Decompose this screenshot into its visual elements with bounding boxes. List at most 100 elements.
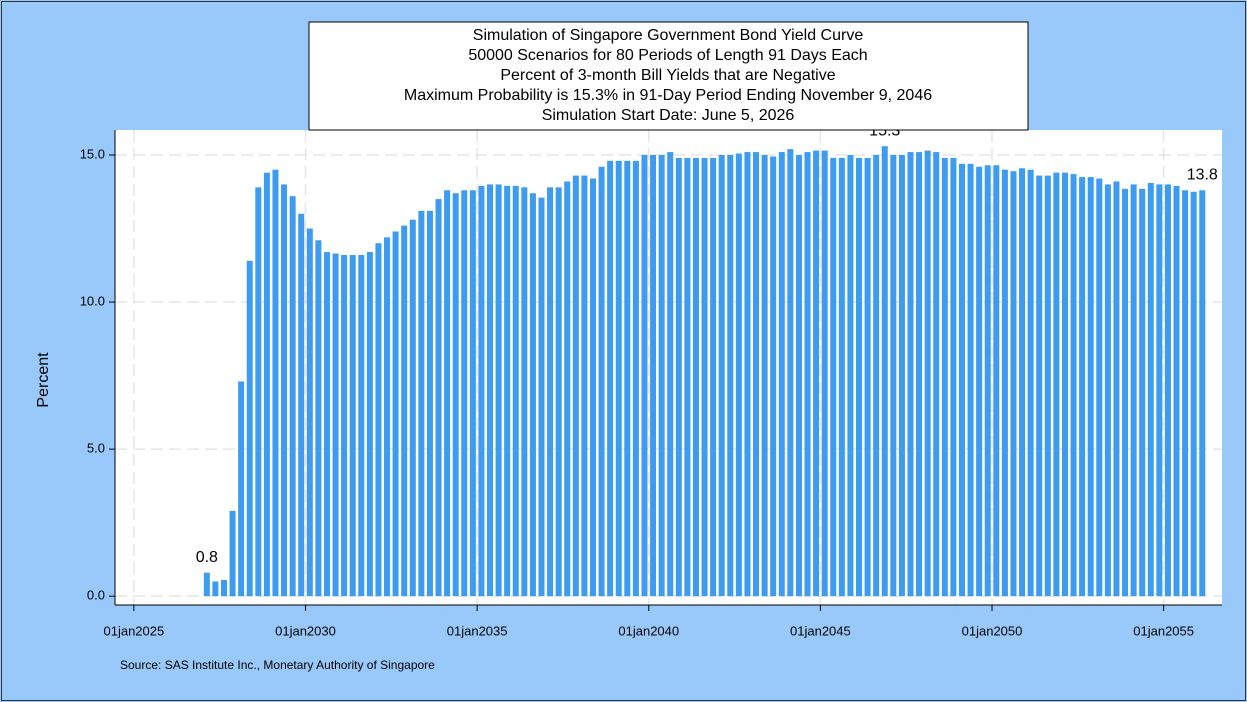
bar <box>358 255 365 597</box>
bar <box>881 146 888 597</box>
bar <box>778 152 785 597</box>
title-box <box>308 21 1029 131</box>
bar <box>632 160 639 597</box>
bar <box>993 165 1000 597</box>
bar <box>375 243 382 597</box>
bar <box>1104 184 1111 597</box>
bar <box>392 231 399 597</box>
bar <box>298 213 305 597</box>
bar <box>795 155 802 597</box>
bar <box>504 185 511 597</box>
bar <box>229 510 236 597</box>
bar <box>804 152 811 597</box>
x-tick-label: 01jan2025 <box>104 623 165 638</box>
bar <box>1061 172 1068 597</box>
chart-title: 50000 Scenarios for 80 Periods of Length… <box>468 47 867 64</box>
bar <box>787 149 794 597</box>
bar <box>1190 191 1197 597</box>
bar <box>263 172 270 597</box>
bar <box>1019 168 1026 597</box>
bar <box>529 193 536 597</box>
bar <box>1079 177 1086 597</box>
bar <box>1027 169 1034 597</box>
bar <box>1164 184 1171 597</box>
bar <box>512 185 519 597</box>
bar <box>409 219 416 597</box>
data-label: 0.8 <box>196 549 218 566</box>
x-tick-label: 01jan2035 <box>447 623 508 638</box>
bar <box>641 155 648 597</box>
bar <box>847 155 854 597</box>
bar <box>452 193 459 597</box>
bar <box>744 152 751 597</box>
bar <box>710 157 717 597</box>
bar <box>246 260 253 597</box>
bar <box>1010 171 1017 597</box>
bar <box>1096 178 1103 597</box>
bar <box>289 196 296 597</box>
bar <box>306 228 313 597</box>
bar <box>366 252 373 597</box>
bar <box>753 152 760 597</box>
bar <box>1130 184 1137 597</box>
bar <box>478 185 485 597</box>
bar <box>349 255 356 597</box>
bar <box>564 181 571 597</box>
bar <box>692 157 699 597</box>
bar <box>813 150 820 597</box>
bar <box>727 155 734 597</box>
bar <box>281 184 288 597</box>
x-tick-label: 01jan2045 <box>790 623 851 638</box>
bar <box>461 190 468 597</box>
bar <box>469 190 476 597</box>
y-axis-label: Percent <box>35 352 52 408</box>
x-tick-label: 01jan2040 <box>618 623 679 638</box>
bar <box>323 252 330 597</box>
chart-title: Simulation of Singapore Government Bond … <box>473 27 864 44</box>
bar <box>667 152 674 597</box>
bar <box>495 184 502 597</box>
x-tick-label: 01jan2030 <box>275 623 336 638</box>
bar <box>838 157 845 597</box>
bar <box>898 155 905 597</box>
bar <box>255 187 262 597</box>
bar <box>1087 177 1094 597</box>
bar <box>873 155 880 597</box>
bar <box>684 157 691 597</box>
bar <box>675 157 682 597</box>
bar <box>598 166 605 597</box>
bar <box>856 157 863 597</box>
bar <box>658 155 665 597</box>
bar <box>933 152 940 597</box>
bar <box>444 190 451 597</box>
chart-title: Simulation Start Date: June 5, 2026 <box>542 107 795 124</box>
bar <box>958 163 965 597</box>
bar <box>220 580 227 597</box>
bar <box>426 210 433 597</box>
bar <box>650 155 657 597</box>
bar <box>332 253 339 597</box>
bar <box>538 197 545 597</box>
bar <box>581 175 588 597</box>
bar <box>1001 169 1008 597</box>
bar <box>435 199 442 597</box>
bar <box>1139 188 1146 597</box>
x-tick-label: 01jan2055 <box>1133 623 1194 638</box>
bar <box>735 153 742 597</box>
y-tick-label: 10.0 <box>80 293 105 308</box>
bar <box>941 157 948 597</box>
bar <box>615 160 622 597</box>
bar <box>976 166 983 597</box>
bar <box>907 152 914 597</box>
bar <box>401 225 408 597</box>
y-tick-label: 5.0 <box>87 441 105 456</box>
bar <box>1122 188 1129 597</box>
source-note: Source: SAS Institute Inc., Monetary Aut… <box>120 658 435 672</box>
bar <box>1036 175 1043 597</box>
bar <box>821 150 828 597</box>
bar <box>1044 175 1051 597</box>
bar <box>1156 184 1163 597</box>
chart-title: Percent of 3-month Bill Yields that are … <box>500 67 835 84</box>
bar <box>487 184 494 597</box>
bar <box>418 210 425 597</box>
